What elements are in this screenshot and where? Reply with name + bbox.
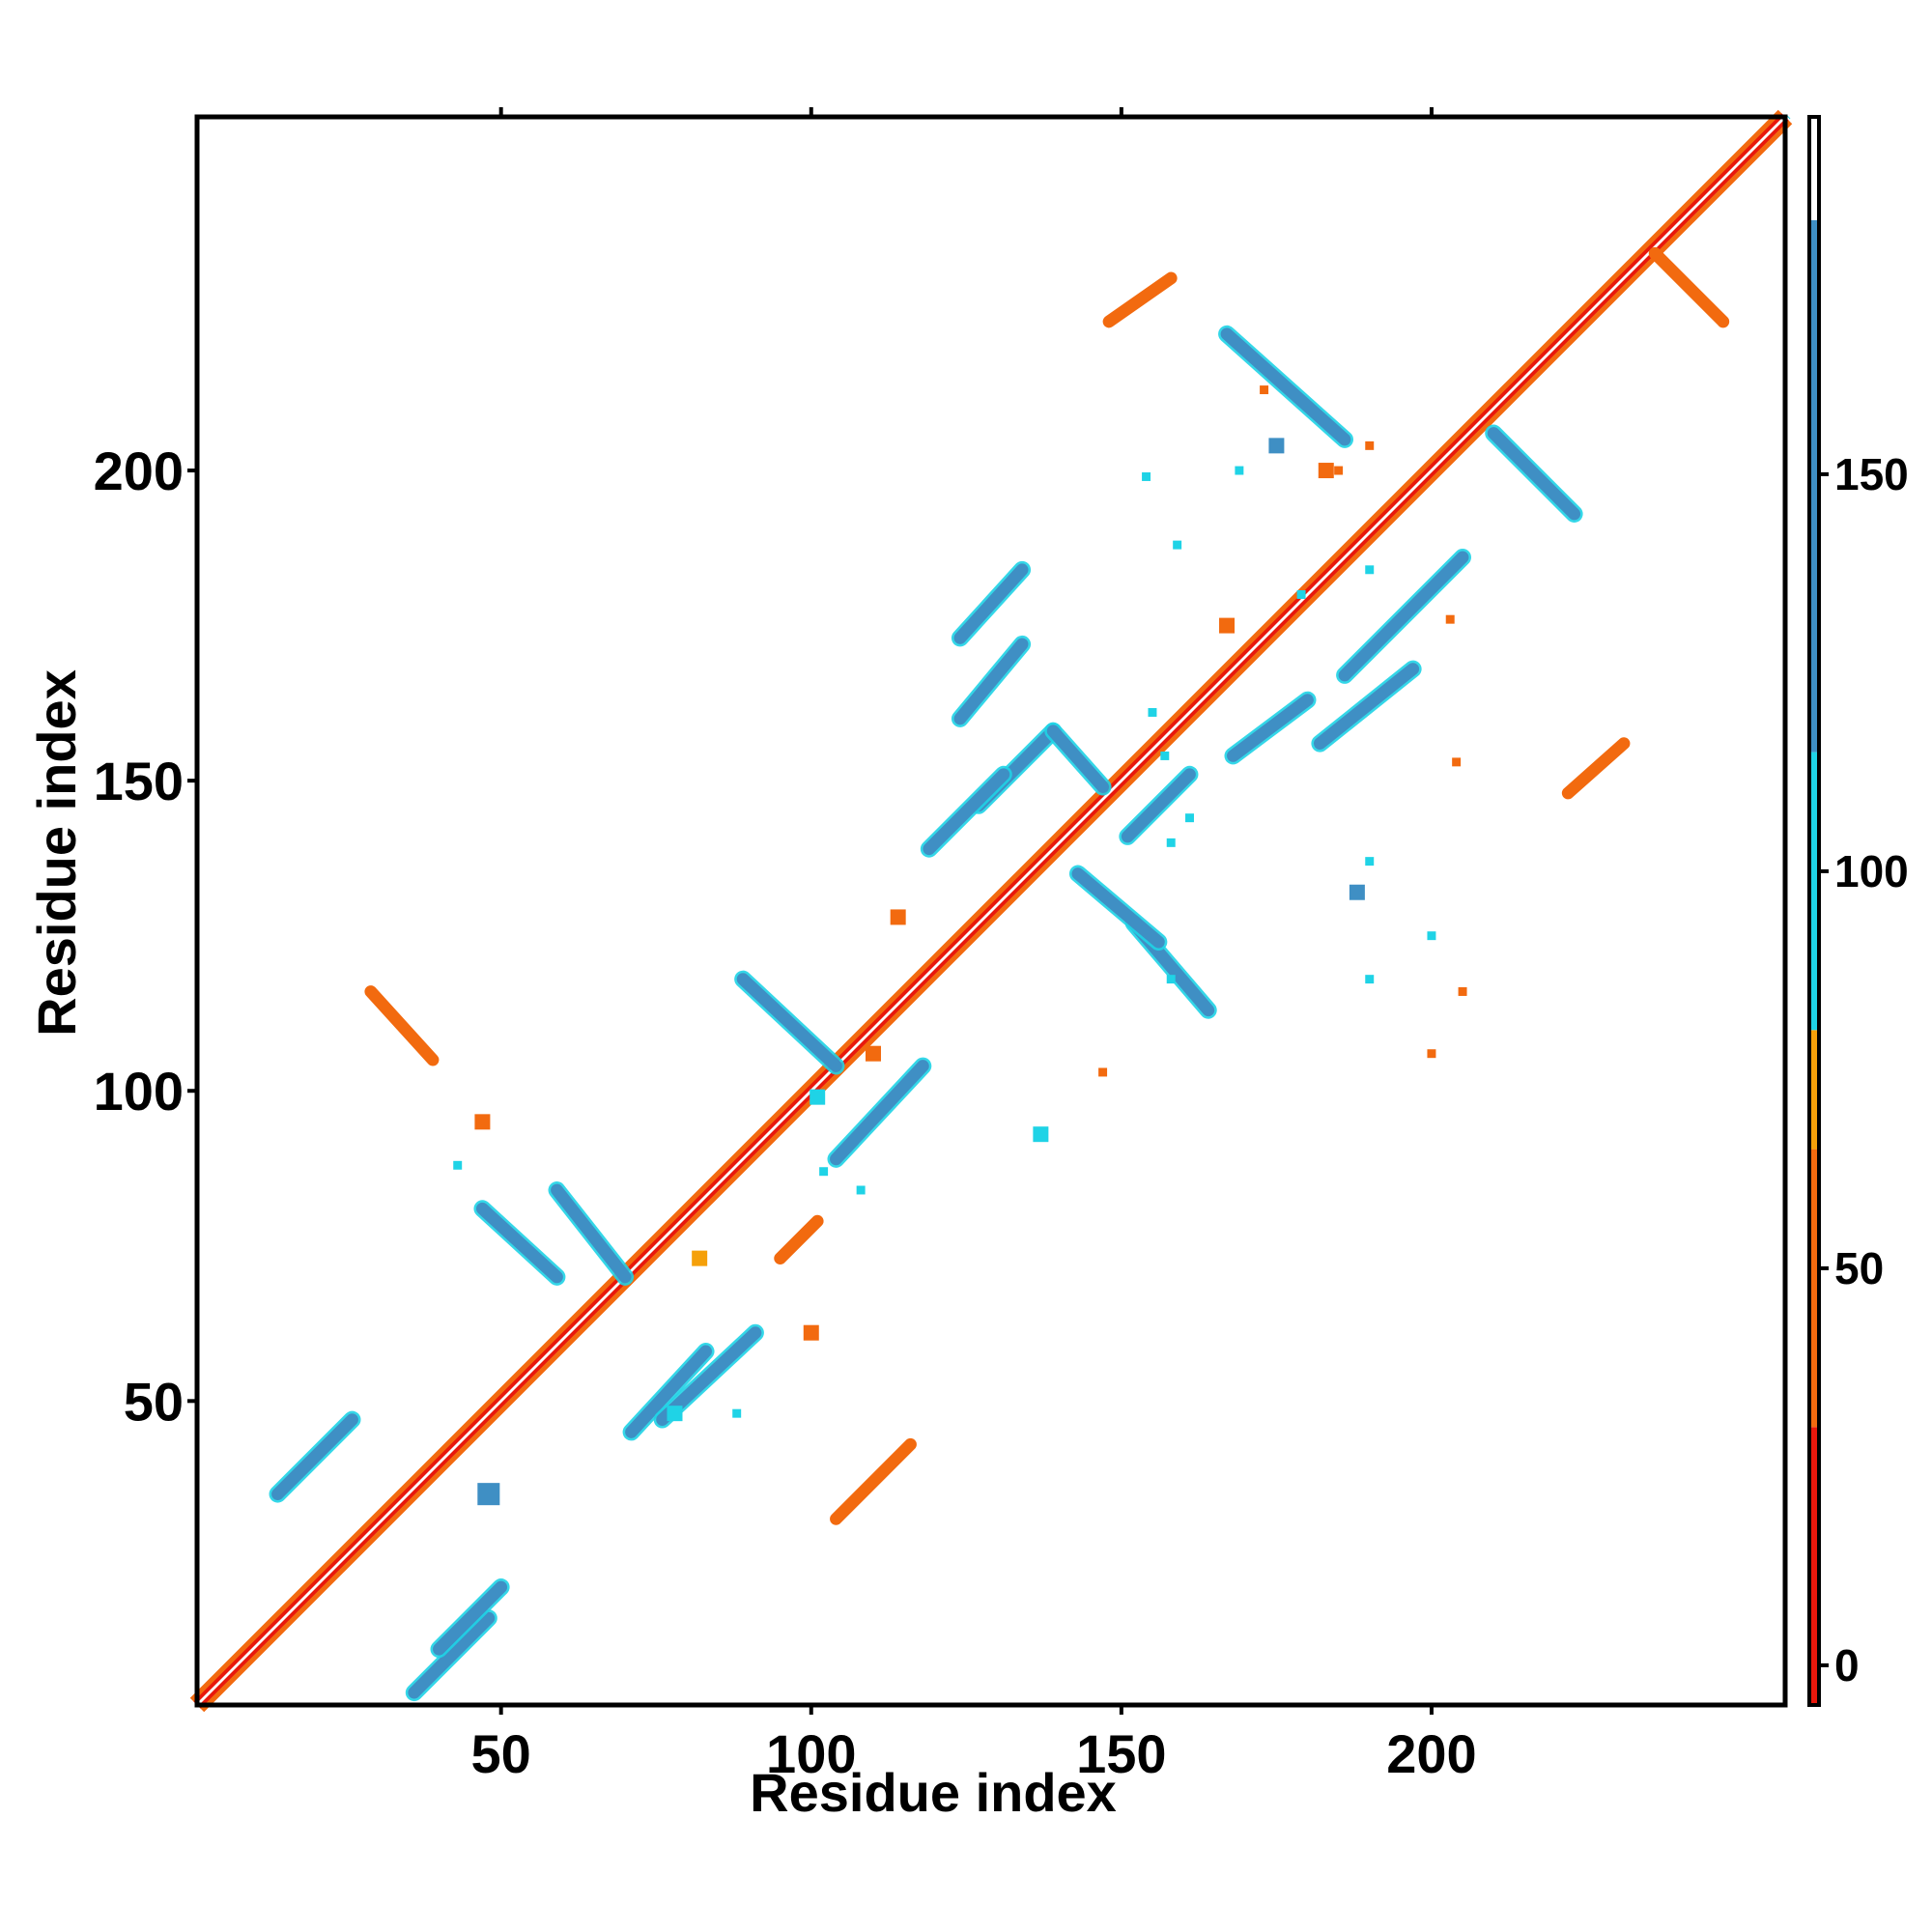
colorbar-tick-label: 50 bbox=[1834, 1243, 1884, 1293]
contact-segment bbox=[1648, 246, 1730, 328]
plot-area bbox=[189, 109, 1793, 1713]
contact-point bbox=[692, 1250, 708, 1266]
contact-point bbox=[667, 1406, 683, 1422]
contact-point bbox=[1219, 617, 1236, 634]
contact-point bbox=[453, 1160, 463, 1170]
colorbar-band bbox=[1809, 1030, 1819, 1150]
colorbar-tick-label: 0 bbox=[1834, 1640, 1860, 1690]
contact-point bbox=[1098, 1067, 1108, 1077]
contact-segment bbox=[551, 1183, 632, 1284]
x-tick-label: 200 bbox=[1386, 1723, 1476, 1784]
contact-point bbox=[1365, 975, 1375, 984]
contact-segment bbox=[1338, 551, 1469, 682]
contact-point bbox=[1160, 751, 1170, 760]
contact-segment bbox=[1487, 427, 1581, 521]
contact-point bbox=[1365, 857, 1375, 867]
y-tick-label: 50 bbox=[124, 1371, 184, 1432]
contact-segment bbox=[1046, 724, 1109, 793]
colorbar-band bbox=[1809, 117, 1819, 220]
contact-segment bbox=[1220, 327, 1351, 446]
colorbar-band bbox=[1809, 1149, 1819, 1428]
contact-point bbox=[1296, 590, 1306, 599]
contact-point bbox=[890, 909, 906, 925]
x-tick-label: 50 bbox=[471, 1723, 531, 1784]
colorbar-band bbox=[1809, 1427, 1819, 1705]
contact-point bbox=[1166, 975, 1176, 984]
contact-point bbox=[1365, 565, 1375, 575]
contact-segment bbox=[1313, 663, 1420, 751]
contact-point bbox=[1365, 440, 1375, 450]
contact-segment bbox=[433, 1580, 508, 1656]
contact-point bbox=[856, 1185, 866, 1195]
contact-point bbox=[474, 1114, 491, 1130]
contact-point bbox=[1260, 385, 1269, 395]
contact-segment bbox=[736, 973, 842, 1072]
contact-point bbox=[477, 1483, 500, 1506]
contact-point bbox=[1173, 540, 1182, 550]
contact-segment bbox=[1102, 271, 1178, 328]
y-tick-label: 100 bbox=[94, 1061, 184, 1122]
contact-point bbox=[1268, 438, 1285, 454]
contact-segment bbox=[923, 768, 1010, 856]
contact-segment bbox=[953, 563, 1029, 644]
contact-segment bbox=[364, 985, 440, 1066]
contact-point bbox=[1033, 1126, 1049, 1143]
contact-segment bbox=[1071, 867, 1165, 949]
contact-segment bbox=[271, 1413, 358, 1501]
contact-segment bbox=[830, 1437, 917, 1525]
contact-segment bbox=[625, 1345, 712, 1438]
contact-segment bbox=[774, 1214, 824, 1265]
colorbar-band bbox=[1809, 219, 1819, 753]
x-tick-label: 100 bbox=[766, 1723, 856, 1784]
contact-point bbox=[1148, 708, 1157, 717]
contact-point bbox=[1318, 463, 1334, 479]
colorbar: 0 50 100 150 bbox=[1807, 115, 1909, 1707]
contact-point bbox=[1166, 838, 1176, 847]
contact-point bbox=[819, 1167, 829, 1177]
contact-point bbox=[1427, 1049, 1436, 1059]
contact-point bbox=[810, 1089, 826, 1105]
y-axis-title: Residue index bbox=[26, 669, 87, 1037]
colorbar-band bbox=[1809, 752, 1819, 1031]
contact-segment bbox=[476, 1202, 563, 1284]
contact-point bbox=[803, 1324, 819, 1341]
colorbar-tick-label: 100 bbox=[1834, 846, 1909, 896]
contact-point bbox=[1452, 757, 1462, 767]
contact-point bbox=[1334, 466, 1344, 475]
y-tick-label: 200 bbox=[94, 440, 184, 501]
contact-point bbox=[1458, 987, 1467, 996]
contact-point bbox=[1185, 813, 1194, 823]
contact-segment bbox=[830, 1060, 929, 1166]
contact-point bbox=[1427, 931, 1436, 941]
contact-segment bbox=[408, 1611, 496, 1699]
contact-point bbox=[1235, 466, 1244, 475]
contact-segment bbox=[1561, 737, 1631, 800]
contact-segment bbox=[656, 1326, 762, 1426]
contact-point bbox=[1445, 614, 1455, 624]
colorbar-tick-label: 150 bbox=[1834, 449, 1909, 499]
contact-segment bbox=[1121, 768, 1196, 843]
axes: 50 100 150 200 50 100 150 200 bbox=[94, 107, 1477, 1784]
contact-point bbox=[732, 1408, 742, 1418]
plot-frame bbox=[194, 114, 1788, 1708]
contact-segment bbox=[1227, 694, 1314, 762]
contact-segment bbox=[953, 638, 1029, 725]
contact-point bbox=[1142, 471, 1151, 481]
colorbar-frame bbox=[1807, 115, 1821, 1707]
x-tick-label: 150 bbox=[1076, 1723, 1166, 1784]
x-axis-title: Residue index bbox=[750, 1762, 1117, 1823]
contact-point bbox=[865, 1045, 881, 1062]
diagonal-self bbox=[195, 115, 1787, 1707]
contact-point bbox=[1349, 884, 1365, 900]
y-tick-label: 150 bbox=[94, 751, 184, 811]
